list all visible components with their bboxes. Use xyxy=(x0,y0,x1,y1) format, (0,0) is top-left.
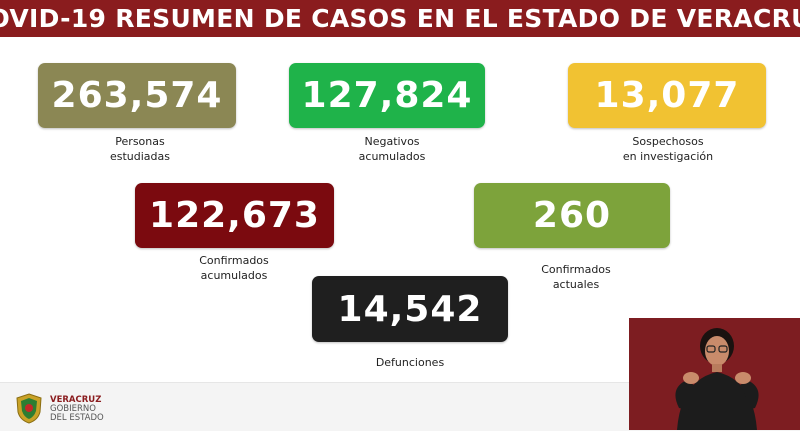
logo-sub-line2: DEL ESTADO xyxy=(50,413,104,423)
page-title: COVID-19 RESUMEN DE CASOS EN EL ESTADO D… xyxy=(0,4,800,33)
stat-label: Sospechosos en investigación xyxy=(622,135,714,163)
stat-box-negativos-acumulados: 127,824 xyxy=(289,63,485,128)
stat-value: 260 xyxy=(532,195,612,236)
stat-label: Personas estudiadas xyxy=(109,135,171,163)
stat-box-confirmados-actuales: 260 xyxy=(474,183,670,248)
stat-value: 13,077 xyxy=(594,75,740,116)
stat-value: 263,574 xyxy=(51,75,223,116)
stat-box-personas-estudiadas: 263,574 xyxy=(38,63,236,128)
header-bar: COVID-19 RESUMEN DE CASOS EN EL ESTADO D… xyxy=(0,0,800,37)
stat-box-confirmados-acumulados: 122,673 xyxy=(135,183,334,248)
stat-label: Negativos acumulados xyxy=(358,135,426,163)
stat-label: Confirmados actuales xyxy=(541,263,611,291)
logo-state-name: VERACRUZ xyxy=(50,395,102,405)
stat-value: 14,542 xyxy=(337,288,483,330)
interpreter-figure-icon xyxy=(675,328,759,430)
stat-box-sospechosos: 13,077 xyxy=(568,63,766,128)
stat-box-defunciones: 14,542 xyxy=(312,276,508,342)
sign-language-interpreter-video xyxy=(629,318,800,430)
stat-label: Defunciones xyxy=(375,356,445,369)
government-logo-text: VERACRUZ GOBIERNO DEL ESTADO xyxy=(50,396,104,423)
stat-label: Confirmados acumulados xyxy=(199,254,269,282)
veracruz-shield-icon xyxy=(14,392,44,424)
stat-value: 122,673 xyxy=(149,195,320,236)
stat-value: 127,824 xyxy=(301,75,473,116)
logo-sub-line1: GOBIERNO xyxy=(50,404,96,414)
